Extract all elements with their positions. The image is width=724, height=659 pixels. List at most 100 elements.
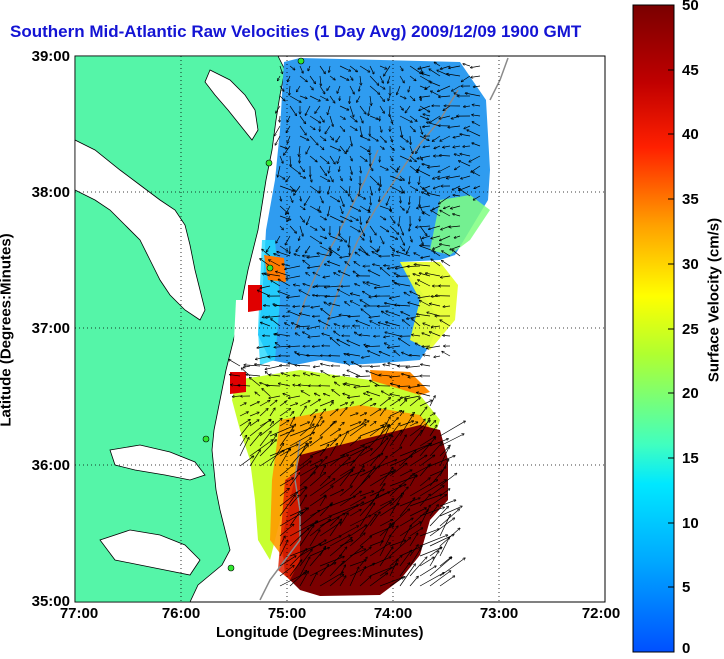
velocity-arrow [299, 472, 315, 487]
velocity-arrow [409, 475, 416, 487]
velocity-arrow [325, 125, 331, 134]
velocity-arrow [349, 497, 365, 507]
velocity-field-green [430, 195, 490, 255]
velocity-arrow [347, 354, 361, 357]
velocity-arrow [389, 559, 398, 577]
velocity-arrow [319, 536, 341, 547]
velocity-arrow [309, 473, 325, 487]
velocity-arrow [329, 195, 339, 202]
velocity-arrow [278, 165, 281, 177]
velocity-arrow [454, 154, 461, 157]
velocity-arrow [280, 366, 291, 367]
velocity-arrow [399, 105, 403, 110]
velocity-arrow [420, 195, 421, 207]
colorbar-tick-label: 0 [682, 640, 691, 657]
velocity-arrow [429, 439, 448, 447]
velocity-arrow [319, 215, 326, 220]
velocity-arrow [370, 321, 381, 327]
velocity-arrow [407, 205, 411, 213]
velocity-arrow [319, 445, 329, 457]
velocity-arrow [403, 320, 411, 327]
velocity-arrow [324, 302, 331, 307]
velocity-arrow [416, 343, 421, 347]
velocity-arrow [399, 474, 414, 487]
velocity-arrow [319, 503, 332, 517]
velocity-arrow [339, 175, 342, 181]
velocity-arrow [389, 418, 398, 427]
velocity-arrow [369, 543, 390, 557]
velocity-arrow [349, 225, 360, 232]
velocity-arrow [339, 205, 343, 213]
velocity-arrow [281, 373, 291, 377]
velocity-arrow [359, 449, 372, 457]
velocity-arrow [249, 419, 271, 437]
velocity-arrow [262, 249, 271, 257]
y-axis-label: Latitude (Degrees:Minutes) [0, 233, 15, 427]
velocity-arrow [267, 245, 271, 252]
velocity-arrow [369, 426, 384, 437]
velocity-arrow [334, 324, 341, 327]
velocity-arrow [285, 323, 291, 327]
velocity-arrow [455, 165, 461, 170]
velocity-arrow [369, 426, 389, 447]
velocity-arrow [409, 533, 418, 547]
velocity-arrow [399, 563, 410, 577]
velocity-arrow [329, 444, 337, 457]
velocity-arrow [389, 476, 417, 487]
velocity-arrow [309, 548, 325, 567]
colorbar-tick-label: 35 [682, 191, 699, 208]
velocity-arrow [349, 95, 350, 103]
velocity-arrow [379, 375, 391, 376]
velocity-arrow [321, 364, 331, 367]
velocity-arrow [464, 106, 471, 107]
velocity-arrow [389, 115, 392, 123]
velocity-arrow [299, 487, 307, 497]
velocity-arrow [321, 309, 331, 317]
velocity-arrow [299, 406, 306, 417]
velocity-arrow [327, 85, 331, 90]
velocity-arrow [299, 443, 307, 457]
velocity-arrow [370, 380, 381, 387]
velocity-arrow [367, 282, 381, 287]
velocity-arrow [299, 205, 305, 210]
velocity-arrow [307, 325, 321, 329]
velocity-arrow [348, 395, 361, 398]
velocity-arrow [385, 343, 391, 347]
velocity-arrow [389, 430, 402, 447]
velocity-arrow [389, 185, 403, 193]
velocity-arrow [419, 235, 423, 245]
velocity-arrow [412, 335, 421, 336]
velocity-arrow [285, 235, 291, 245]
velocity-arrow [329, 303, 341, 307]
velocity-arrow [279, 536, 285, 547]
velocity-arrow [409, 557, 427, 577]
velocity-arrow [359, 547, 371, 557]
velocity-arrow [442, 352, 451, 357]
velocity-arrow [404, 292, 411, 297]
velocity-arrow [336, 135, 341, 142]
station-marker [202, 435, 210, 443]
velocity-arrow [307, 255, 321, 258]
velocity-arrow [299, 95, 307, 98]
velocity-arrow [359, 557, 367, 567]
velocity-arrow [379, 165, 388, 170]
station-marker [297, 57, 305, 65]
velocity-arrow [299, 125, 306, 135]
velocity-arrow [264, 306, 271, 307]
velocity-arrow [441, 275, 451, 277]
velocity-arrow [379, 105, 384, 113]
velocity-arrow [431, 296, 441, 297]
velocity-arrow [350, 175, 351, 180]
velocity-arrow [329, 422, 334, 427]
velocity-arrow [255, 392, 261, 397]
velocity-arrow [349, 564, 374, 577]
velocity-arrow [299, 235, 300, 240]
velocity-arrow [405, 105, 411, 113]
velocity-arrow [409, 398, 420, 407]
velocity-arrow [399, 115, 412, 122]
velocity-arrow [466, 93, 481, 97]
velocity-arrow [390, 105, 391, 116]
velocity-arrow [429, 69, 441, 77]
velocity-arrow [329, 135, 333, 140]
velocity-arrow [460, 154, 471, 157]
